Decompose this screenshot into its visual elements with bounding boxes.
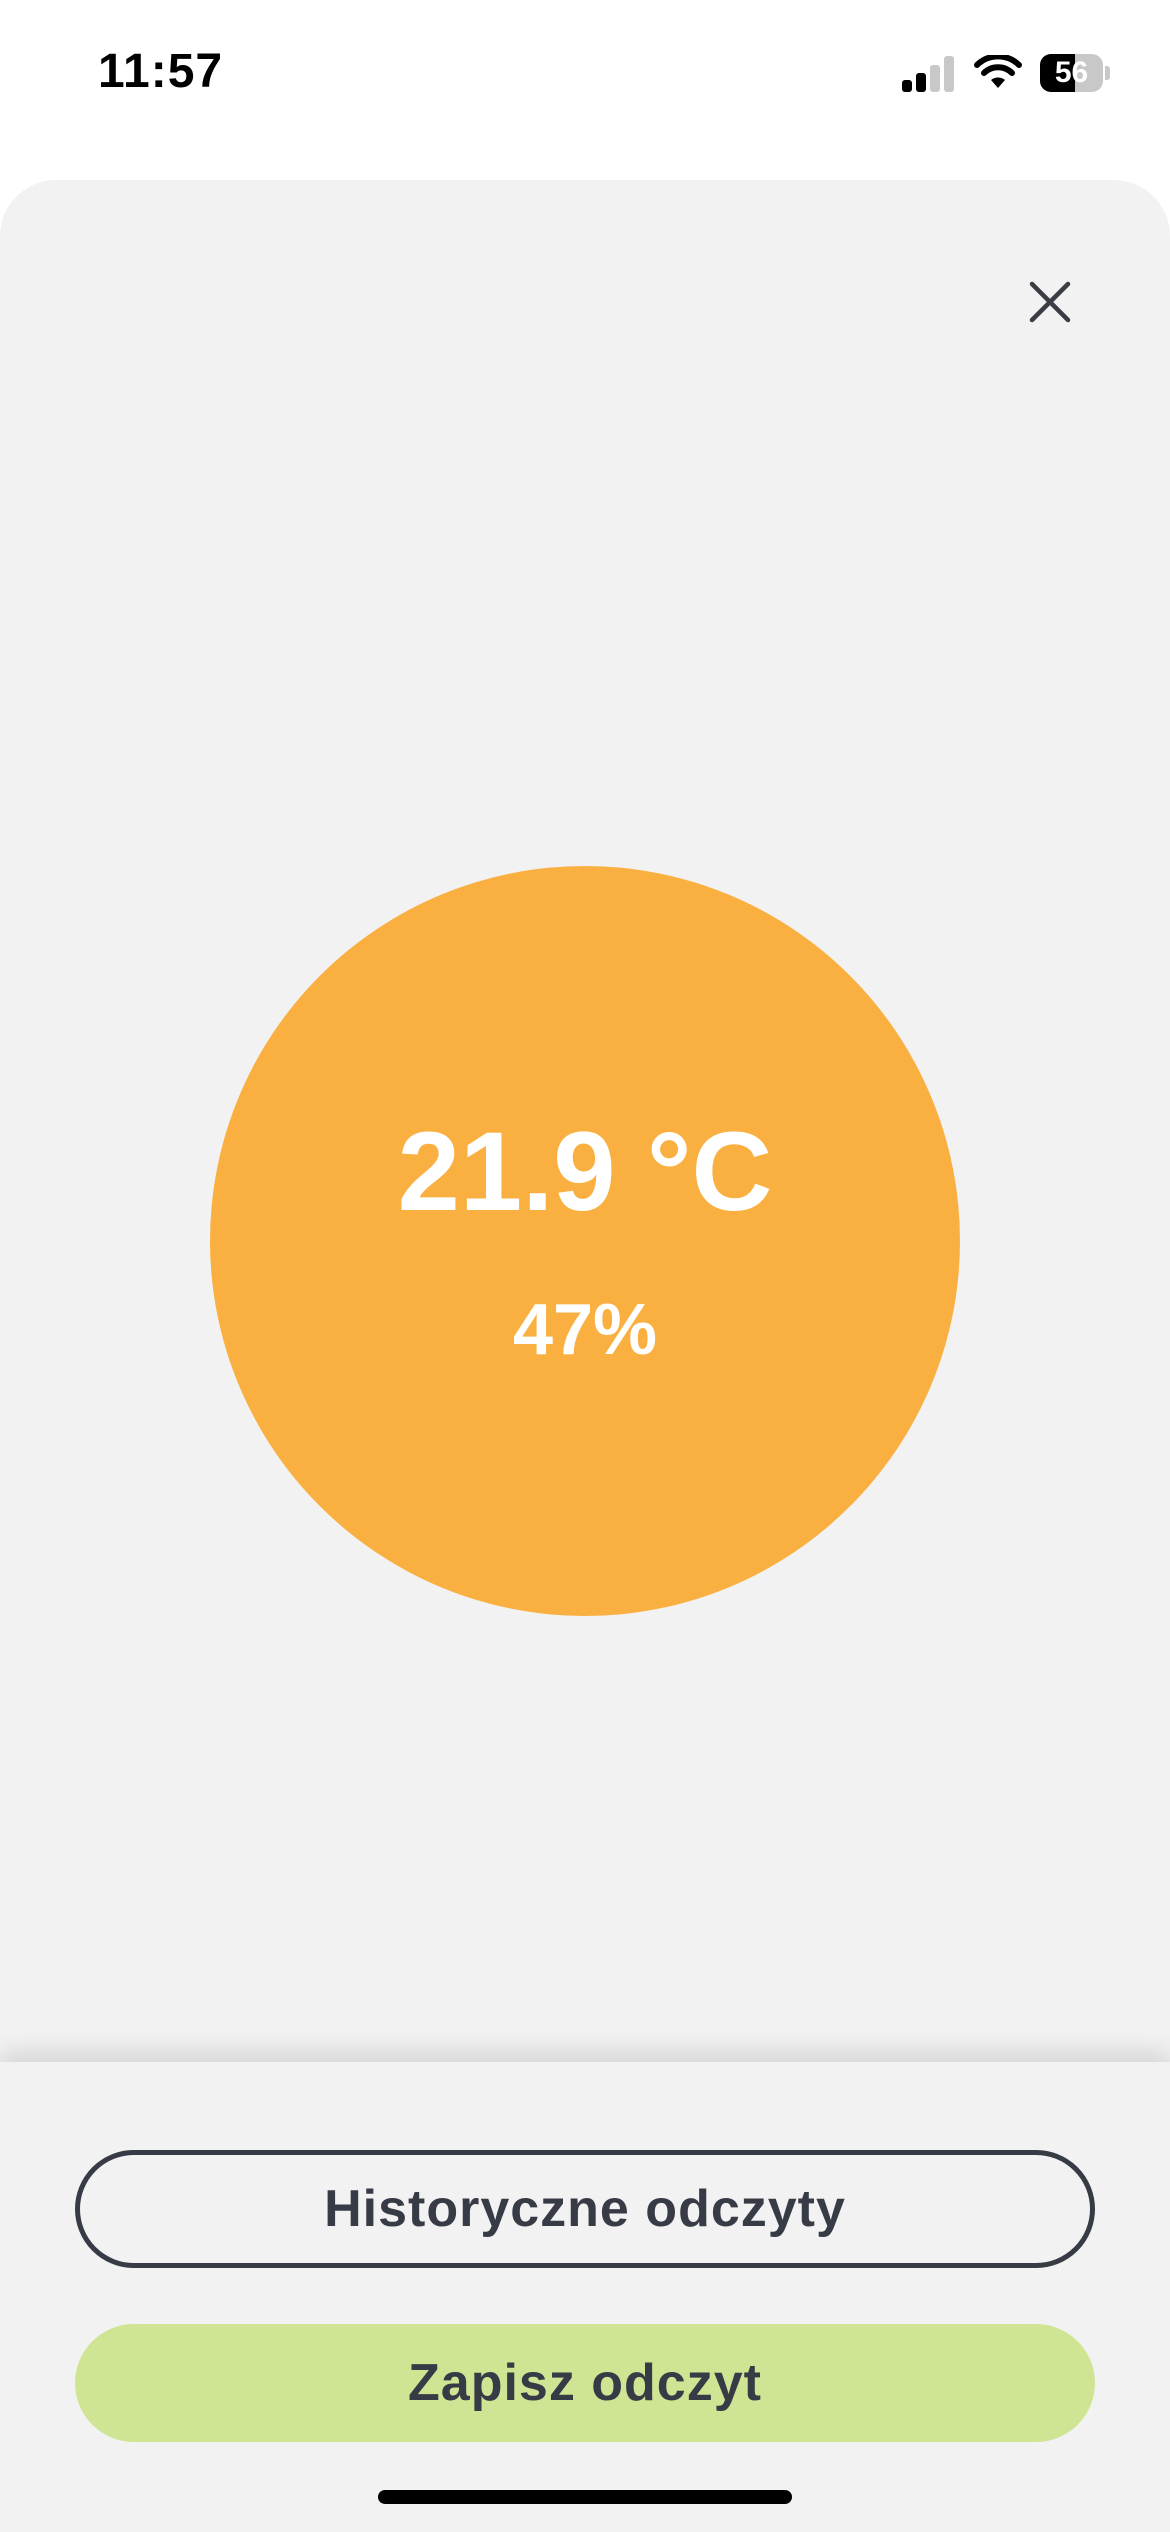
battery-tip	[1105, 66, 1110, 80]
status-time: 11:57	[98, 45, 224, 98]
battery-body: 56	[1040, 54, 1104, 92]
battery-icon: 56	[1040, 54, 1110, 92]
reading-indicator-circle: 21.9 °C 47%	[210, 866, 960, 1616]
action-panel: Historyczne odczyty Zapisz odczyt	[0, 2062, 1170, 2532]
status-bar: 11:57 56	[0, 0, 1170, 150]
humidity-value: 47%	[512, 1290, 658, 1370]
battery-level: 56	[1054, 56, 1089, 89]
home-indicator	[378, 2490, 792, 2504]
temperature-value: 21.9 °C	[397, 1109, 773, 1234]
battery-fill	[1040, 54, 1076, 92]
close-button[interactable]	[1010, 262, 1090, 342]
cellular-signal-icon	[902, 56, 954, 92]
wifi-icon	[974, 55, 1022, 88]
close-icon	[1029, 281, 1071, 323]
save-reading-button[interactable]: Zapisz odczyt	[75, 2324, 1095, 2442]
history-readings-button[interactable]: Historyczne odczyty	[75, 2150, 1095, 2268]
status-icons: 56	[902, 50, 1110, 96]
